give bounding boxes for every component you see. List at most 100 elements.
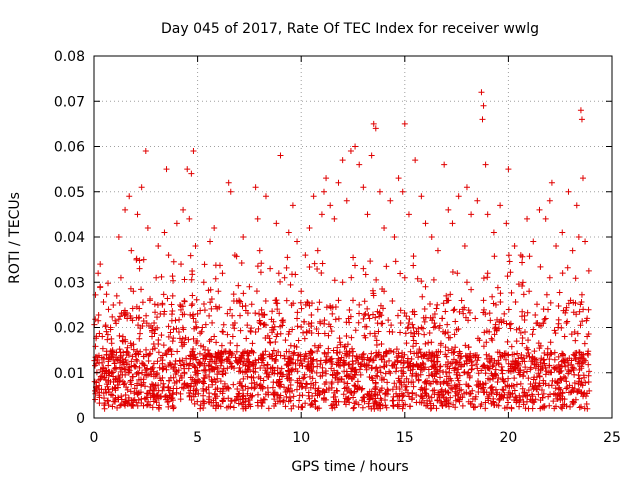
data-point [194, 310, 201, 317]
data-point [581, 356, 588, 363]
data-point [350, 348, 357, 355]
data-point [142, 396, 149, 403]
data-point [234, 385, 241, 392]
data-point [576, 354, 583, 361]
data-point [486, 365, 493, 372]
data-point [492, 324, 499, 331]
data-point [316, 391, 323, 398]
data-point [401, 274, 408, 281]
data-point [352, 143, 359, 150]
data-point [310, 356, 317, 363]
data-point [262, 322, 269, 329]
data-point [121, 307, 128, 314]
data-point [327, 303, 334, 310]
data-point [397, 319, 404, 326]
data-point [227, 306, 234, 313]
data-point [472, 352, 479, 359]
data-point [480, 309, 487, 316]
data-point [249, 348, 256, 355]
data-point [193, 296, 200, 303]
data-point [407, 360, 414, 367]
data-point [424, 377, 431, 384]
data-point [163, 166, 170, 173]
data-point [122, 338, 129, 345]
data-point [401, 309, 408, 316]
data-point [432, 323, 439, 330]
data-point [154, 358, 161, 365]
data-point [141, 362, 148, 369]
data-point [136, 335, 143, 342]
data-point [571, 329, 578, 336]
data-point [96, 389, 103, 396]
data-point [143, 346, 150, 353]
data-point [524, 309, 531, 316]
data-point [316, 405, 323, 412]
data-point [311, 260, 318, 267]
data-point [502, 356, 509, 363]
data-point [323, 353, 330, 360]
data-point [497, 290, 504, 297]
data-point [109, 347, 116, 354]
data-point [282, 403, 289, 410]
data-point [397, 270, 404, 277]
data-point [192, 354, 199, 361]
data-point [249, 340, 256, 347]
data-point [124, 344, 131, 351]
data-point [483, 339, 490, 346]
data-point [173, 385, 180, 392]
data-point [236, 297, 243, 304]
data-point [559, 405, 566, 412]
data-point [314, 265, 321, 272]
data-point [270, 390, 277, 397]
data-point [447, 334, 454, 341]
data-point [387, 197, 394, 204]
data-point [249, 392, 256, 399]
data-point [337, 339, 344, 346]
data-point [384, 379, 391, 386]
data-point [245, 397, 252, 404]
data-point [288, 360, 295, 367]
data-point [253, 381, 260, 388]
data-point [519, 385, 526, 392]
data-point [374, 373, 381, 380]
data-point [95, 317, 102, 324]
data-point [319, 260, 326, 267]
data-point [571, 380, 578, 387]
data-point [562, 356, 569, 363]
data-point [178, 261, 185, 268]
data-point [372, 385, 379, 392]
data-point [332, 316, 339, 323]
data-point [340, 391, 347, 398]
data-point [244, 322, 251, 329]
data-point [250, 362, 257, 369]
data-point [256, 310, 263, 317]
data-point [238, 260, 245, 267]
data-point [160, 342, 167, 349]
data-point [449, 268, 456, 275]
data-point [94, 356, 101, 363]
data-point [174, 348, 181, 355]
data-point [189, 292, 196, 299]
data-point [523, 344, 530, 351]
data-point [403, 340, 410, 347]
data-point [192, 243, 199, 250]
data-point [236, 364, 243, 371]
data-point [475, 354, 482, 361]
data-point [548, 382, 555, 389]
data-point [467, 390, 474, 397]
data-point [118, 401, 125, 408]
data-point [277, 398, 284, 405]
data-point [372, 125, 379, 132]
data-point [419, 366, 426, 373]
data-point [312, 398, 319, 405]
data-point [145, 401, 152, 408]
data-point [117, 368, 124, 375]
data-point [357, 371, 364, 378]
data-point [368, 152, 375, 159]
data-point [92, 343, 99, 350]
data-point [441, 330, 448, 337]
data-point [97, 261, 104, 268]
data-point [443, 292, 450, 299]
data-point [368, 405, 375, 412]
data-point [202, 366, 209, 373]
